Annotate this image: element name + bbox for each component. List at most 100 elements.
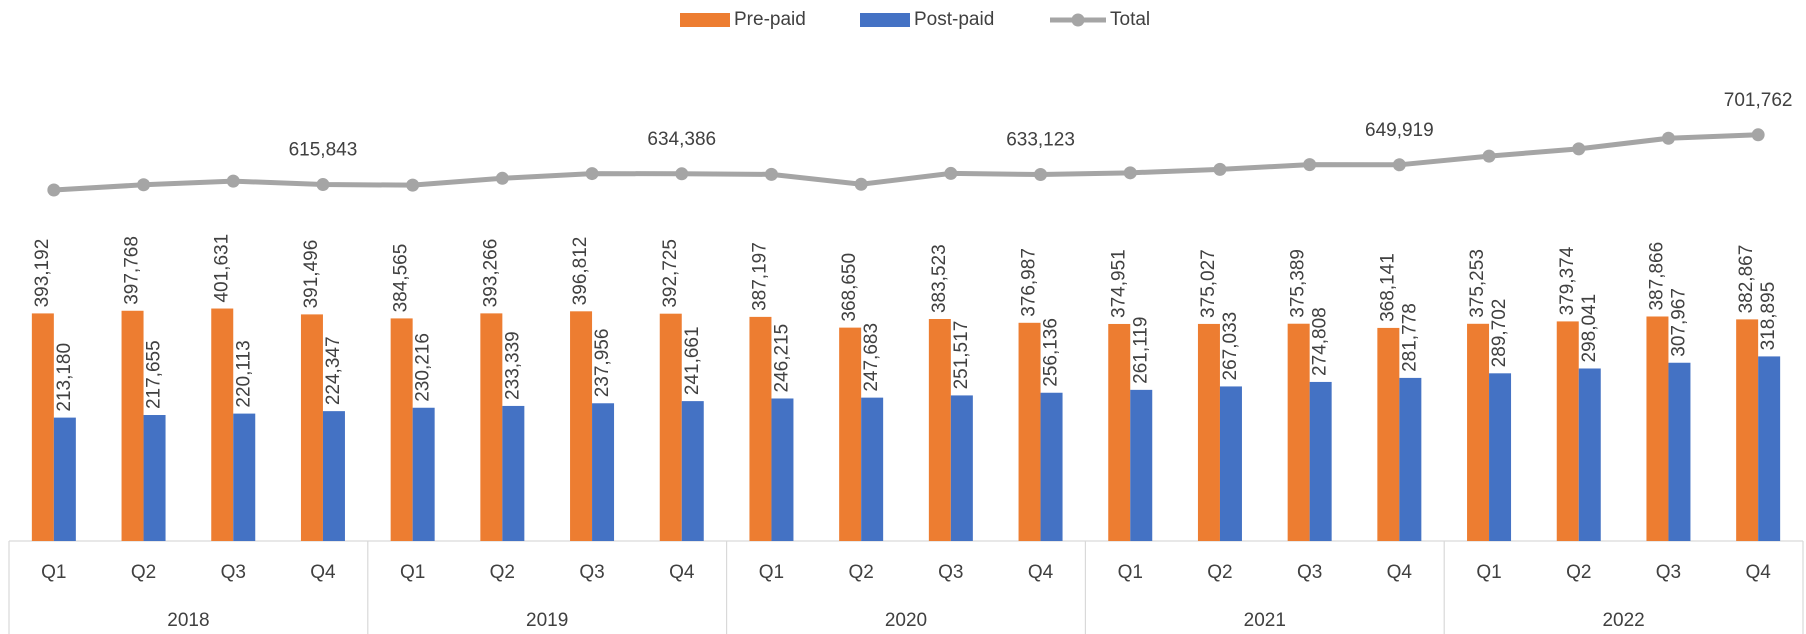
- data-label: 634,386: [647, 129, 716, 150]
- data-label: 396,812: [570, 237, 591, 306]
- data-label: 375,389: [1288, 249, 1309, 318]
- data-label: 298,041: [1579, 294, 1600, 363]
- bar: [749, 316, 772, 541]
- bar: [1758, 356, 1781, 541]
- data-label: 384,565: [391, 244, 412, 313]
- data-label: 401,631: [211, 234, 232, 303]
- bar: [1309, 381, 1332, 541]
- bar: [861, 397, 884, 541]
- bar: [950, 395, 973, 541]
- group-label: 2020: [885, 610, 927, 631]
- bar: [1646, 316, 1669, 541]
- bar: [211, 308, 234, 541]
- data-label: 274,808: [1310, 307, 1331, 376]
- data-label: 633,123: [1006, 130, 1075, 151]
- bar: [233, 413, 256, 541]
- data-label: 307,967: [1668, 288, 1689, 357]
- legend-swatch: [860, 13, 910, 27]
- line-marker: [1034, 168, 1048, 182]
- x-tick-label: Q4: [1028, 562, 1054, 583]
- bar: [1130, 389, 1153, 541]
- bar: [53, 417, 76, 541]
- x-tick-label: Q3: [1297, 562, 1322, 583]
- data-label: 368,650: [839, 253, 860, 322]
- line-marker: [1303, 158, 1317, 172]
- group-label: 2022: [1602, 610, 1644, 631]
- data-label: 230,216: [413, 333, 434, 402]
- line-marker: [944, 166, 958, 180]
- group-label: 2019: [526, 610, 568, 631]
- bar: [1668, 362, 1691, 541]
- data-label: 241,661: [682, 326, 703, 395]
- bar: [1578, 368, 1601, 541]
- data-label: 267,033: [1220, 312, 1241, 381]
- data-label: 289,702: [1489, 299, 1510, 368]
- legend-swatch: [1071, 13, 1085, 27]
- data-label: 318,895: [1758, 282, 1779, 351]
- x-tick-label: Q1: [1118, 562, 1143, 583]
- x-tick-label: Q4: [1745, 562, 1771, 583]
- data-label: 649,919: [1365, 120, 1434, 141]
- data-label: 393,192: [32, 239, 53, 308]
- data-label: 224,347: [323, 336, 344, 405]
- legend-label: Total: [1110, 9, 1150, 30]
- data-label: 251,517: [951, 321, 972, 390]
- line-marker: [226, 174, 240, 188]
- bar: [659, 313, 682, 541]
- x-tick-label: Q3: [938, 562, 963, 583]
- bar: [592, 403, 615, 541]
- line-marker: [585, 167, 599, 181]
- x-tick-label: Q1: [759, 562, 784, 583]
- bar: [121, 310, 144, 541]
- line-marker: [1392, 158, 1406, 172]
- x-tick-label: Q2: [1207, 562, 1232, 583]
- bar: [1219, 386, 1242, 541]
- bar: [31, 313, 54, 541]
- bar: [1018, 322, 1041, 541]
- data-label: 383,523: [929, 244, 950, 313]
- bar: [322, 411, 345, 541]
- data-label: 615,843: [289, 140, 358, 161]
- legend-swatch: [680, 13, 730, 27]
- line-marker: [1661, 131, 1675, 145]
- data-label: 393,266: [480, 239, 501, 308]
- bar: [1736, 319, 1759, 541]
- data-label: 220,113: [233, 340, 254, 407]
- data-label: 281,778: [1399, 303, 1420, 372]
- x-tick-label: Q3: [221, 562, 246, 583]
- x-tick-label: Q4: [669, 562, 695, 583]
- line-marker: [854, 177, 868, 191]
- line-marker: [675, 167, 689, 181]
- bar: [681, 401, 704, 541]
- bar: [412, 407, 435, 541]
- line-marker: [1572, 142, 1586, 156]
- data-label: 379,374: [1557, 246, 1578, 315]
- bar: [480, 313, 503, 541]
- data-label: 374,951: [1108, 249, 1129, 318]
- bar: [1377, 327, 1400, 541]
- data-label: 217,655: [144, 340, 165, 409]
- data-label: 247,683: [861, 323, 882, 392]
- data-label: 382,867: [1736, 245, 1757, 314]
- data-label: 237,956: [592, 329, 613, 398]
- data-label: 368,141: [1377, 253, 1398, 322]
- x-tick-label: Q1: [400, 562, 425, 583]
- x-tick-label: Q3: [1656, 562, 1681, 583]
- line-marker: [1123, 166, 1137, 180]
- data-label: 261,119: [1130, 317, 1151, 384]
- data-label: 376,987: [1019, 248, 1040, 317]
- bar: [839, 327, 862, 541]
- data-label: 233,339: [502, 331, 523, 400]
- data-label: 256,136: [1041, 318, 1062, 387]
- x-tick-label: Q2: [848, 562, 873, 583]
- group-label: 2021: [1244, 610, 1286, 631]
- x-tick-label: Q4: [1387, 562, 1413, 583]
- group-label: 2018: [167, 610, 209, 631]
- data-label: 387,197: [749, 242, 770, 311]
- line-marker: [495, 171, 509, 185]
- x-tick-label: Q2: [131, 562, 156, 583]
- data-label: 397,768: [122, 236, 143, 305]
- bar: [570, 311, 593, 541]
- x-tick-label: Q2: [490, 562, 515, 583]
